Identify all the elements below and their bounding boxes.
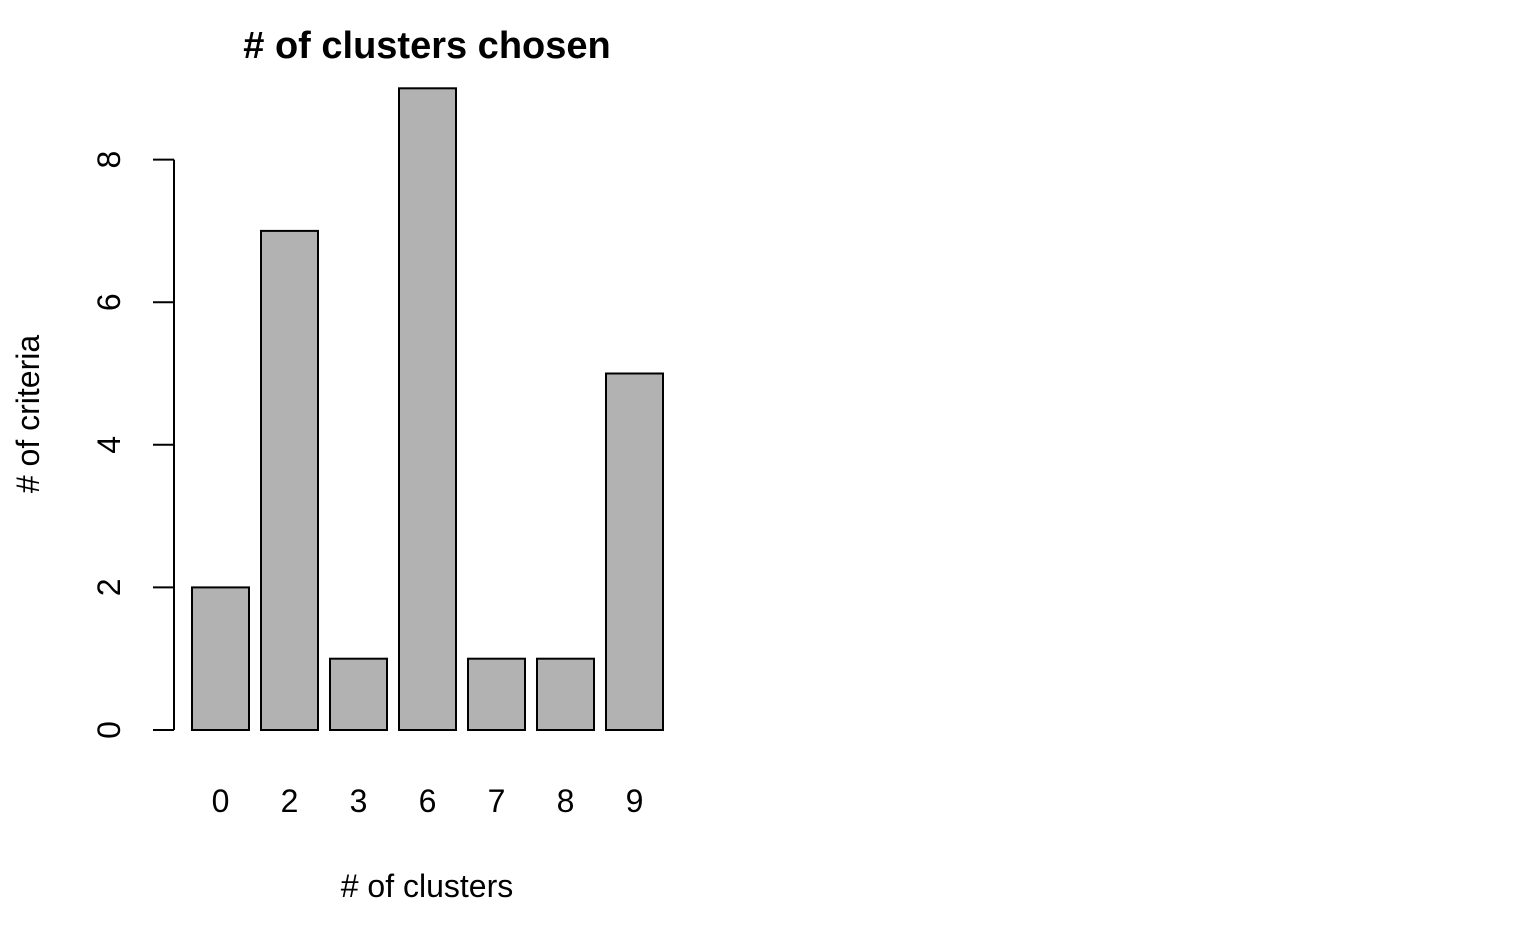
x-tick-label: 9 — [626, 783, 644, 819]
x-tick-label: 0 — [212, 783, 230, 819]
y-tick-label: 4 — [91, 436, 127, 454]
bar-0 — [191, 586, 250, 732]
bar-3 — [329, 657, 388, 732]
chart-title: # of clusters chosen — [243, 25, 610, 67]
x-tick-label: 8 — [557, 783, 575, 819]
x-tick-label: 6 — [419, 783, 437, 819]
y-tick-label: 8 — [91, 151, 127, 169]
y-tick-label: 6 — [91, 293, 127, 311]
x-axis-label: # of clusters — [341, 868, 514, 904]
bar-8 — [536, 657, 595, 732]
x-tick-labels: 0 2 3 6 7 8 9 — [212, 783, 644, 819]
y-axis: 0 2 4 6 8 — [91, 151, 175, 739]
y-tick-label: 2 — [91, 579, 127, 597]
bar-2 — [260, 229, 319, 731]
bars-group — [191, 87, 664, 732]
bar-7 — [467, 657, 526, 732]
bar-6 — [398, 87, 457, 732]
x-tick-label: 7 — [488, 783, 506, 819]
y-tick-label: 0 — [91, 721, 127, 739]
bar-9 — [605, 372, 664, 731]
x-tick-label: 3 — [350, 783, 368, 819]
x-tick-label: 2 — [281, 783, 299, 819]
y-axis-label: # of criteria — [10, 335, 46, 493]
